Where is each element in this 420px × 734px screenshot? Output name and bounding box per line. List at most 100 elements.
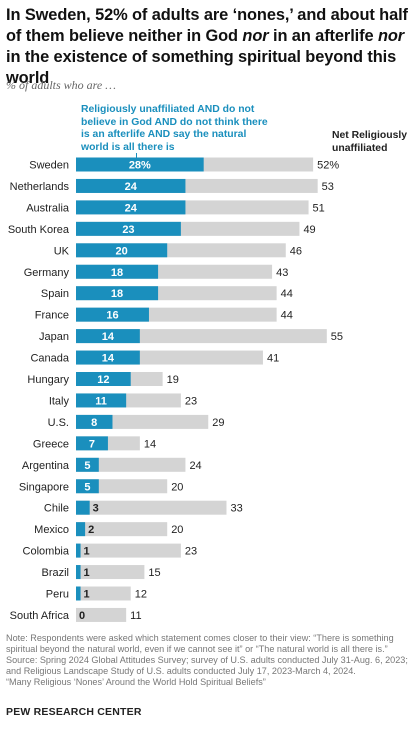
category-label: Singapore: [19, 481, 69, 493]
blue-value-label: 3: [93, 503, 99, 515]
blue-bar: [76, 479, 99, 494]
net-value-label: 46: [290, 245, 302, 257]
net-value-label: 20: [171, 481, 183, 493]
title-emphasis: nor: [377, 27, 405, 45]
chart-title: In Sweden, 52% of adults are ‘nones,’ an…: [6, 5, 418, 89]
category-label: U.S.: [48, 417, 69, 429]
blue-bar: [76, 393, 127, 408]
net-bar: [76, 543, 181, 558]
net-bar: [76, 500, 227, 515]
net-value-label: 12: [135, 589, 147, 601]
blue-value-label: 12: [97, 374, 109, 386]
blue-value-label: 1: [84, 589, 90, 601]
blue-value-label: 14: [102, 331, 115, 343]
blue-bar: [76, 565, 81, 580]
blue-value-label: 16: [106, 310, 118, 322]
net-value-label: 41: [267, 353, 279, 365]
net-value-label: 23: [185, 546, 197, 558]
net-bar: [76, 586, 131, 601]
blue-value-label: 0: [79, 610, 85, 622]
category-label: Brazil: [41, 567, 69, 579]
blue-value-label: 5: [84, 460, 90, 472]
blue-value-label: 23: [122, 224, 134, 236]
category-label: Japan: [39, 331, 69, 343]
net-value-label: 24: [189, 460, 201, 472]
source-text: Source: Spring 2024 Global Attitudes Sur…: [6, 655, 408, 676]
category-label: Greece: [33, 438, 69, 450]
net-value-label: 29: [212, 417, 224, 429]
net-bar: [76, 522, 168, 537]
blue-bar: [76, 436, 108, 451]
category-label: Italy: [49, 395, 70, 407]
blue-value-label: 14: [102, 353, 115, 365]
legend-connector: [136, 153, 137, 160]
blue-value-label: 24: [125, 202, 138, 214]
category-label: South Korea: [8, 224, 70, 236]
category-label: UK: [54, 245, 70, 257]
note-text: Note: Respondents were asked which state…: [6, 633, 394, 654]
blue-value-label: 8: [91, 417, 97, 429]
blue-bar: [76, 157, 204, 172]
net-value-label: 44: [281, 288, 293, 300]
category-label: Germany: [24, 267, 70, 279]
net-value-label: 53: [322, 181, 334, 193]
net-value-label: 33: [230, 503, 242, 515]
net-value-label: 51: [313, 202, 325, 214]
net-value-label: 49: [303, 224, 315, 236]
net-value-label: 19: [167, 374, 179, 386]
category-label: France: [35, 310, 69, 322]
net-value-label: 15: [148, 567, 160, 579]
net-bar: [76, 457, 186, 472]
category-label: Hungary: [27, 374, 69, 386]
net-value-label: 14: [144, 438, 156, 450]
category-label: Colombia: [23, 546, 70, 558]
category-label: Spain: [41, 288, 69, 300]
blue-bar: [76, 586, 81, 601]
category-label: Peru: [46, 589, 69, 601]
category-label: Argentina: [22, 460, 70, 472]
category-label: South Africa: [10, 610, 70, 622]
title-text: In Sweden, 52% of adults are ‘nones,’ an…: [6, 6, 408, 45]
blue-value-label: 18: [111, 288, 123, 300]
category-label: Sweden: [29, 160, 69, 172]
report-title: “Many Religious ‘Nones’ Around the World…: [6, 677, 266, 687]
blue-bar: [76, 329, 140, 344]
chart-subtitle: % of adults who are …: [6, 78, 116, 92]
blue-bar: [76, 457, 99, 472]
net-value-label: 20: [171, 524, 183, 536]
category-label: Chile: [44, 503, 69, 515]
blue-value-label: 28%: [129, 160, 151, 172]
blue-bar: [76, 243, 168, 258]
notes: Note: Respondents were asked which state…: [6, 633, 418, 688]
category-label: Netherlands: [10, 181, 70, 193]
blue-bar: [76, 178, 186, 193]
blue-bar: [76, 414, 113, 429]
blue-value-label: 24: [125, 181, 138, 193]
net-value-label: 23: [185, 395, 197, 407]
blue-value-label: 1: [84, 546, 90, 558]
net-bar: [76, 607, 127, 622]
blue-bar: [76, 221, 181, 236]
blue-bar: [76, 307, 149, 322]
category-label: Mexico: [34, 524, 69, 536]
title-text: in an afterlife: [268, 27, 378, 45]
title-emphasis: nor: [242, 27, 269, 45]
net-bar: [76, 565, 145, 580]
blue-value-label: 20: [115, 245, 127, 257]
blue-value-label: 1: [84, 567, 90, 579]
blue-bar: [76, 350, 140, 365]
legend-blue-label: Religiously unaffiliated AND do not beli…: [81, 104, 268, 153]
blue-value-label: 7: [89, 438, 95, 450]
blue-value-label: 2: [88, 524, 94, 536]
net-value-label: 11: [130, 610, 141, 622]
blue-bar: [76, 372, 131, 386]
net-value-label: 44: [281, 310, 293, 322]
category-label: Canada: [30, 353, 69, 365]
footer-brand: PEW RESEARCH CENTER: [6, 706, 142, 718]
net-value-label: 52%: [317, 160, 339, 172]
blue-bar: [76, 500, 90, 515]
blue-value-label: 11: [95, 395, 107, 407]
blue-bar: [76, 264, 159, 279]
blue-bar: [76, 522, 86, 537]
legend-net-label: Net Religiously unaffiliated: [332, 130, 408, 154]
